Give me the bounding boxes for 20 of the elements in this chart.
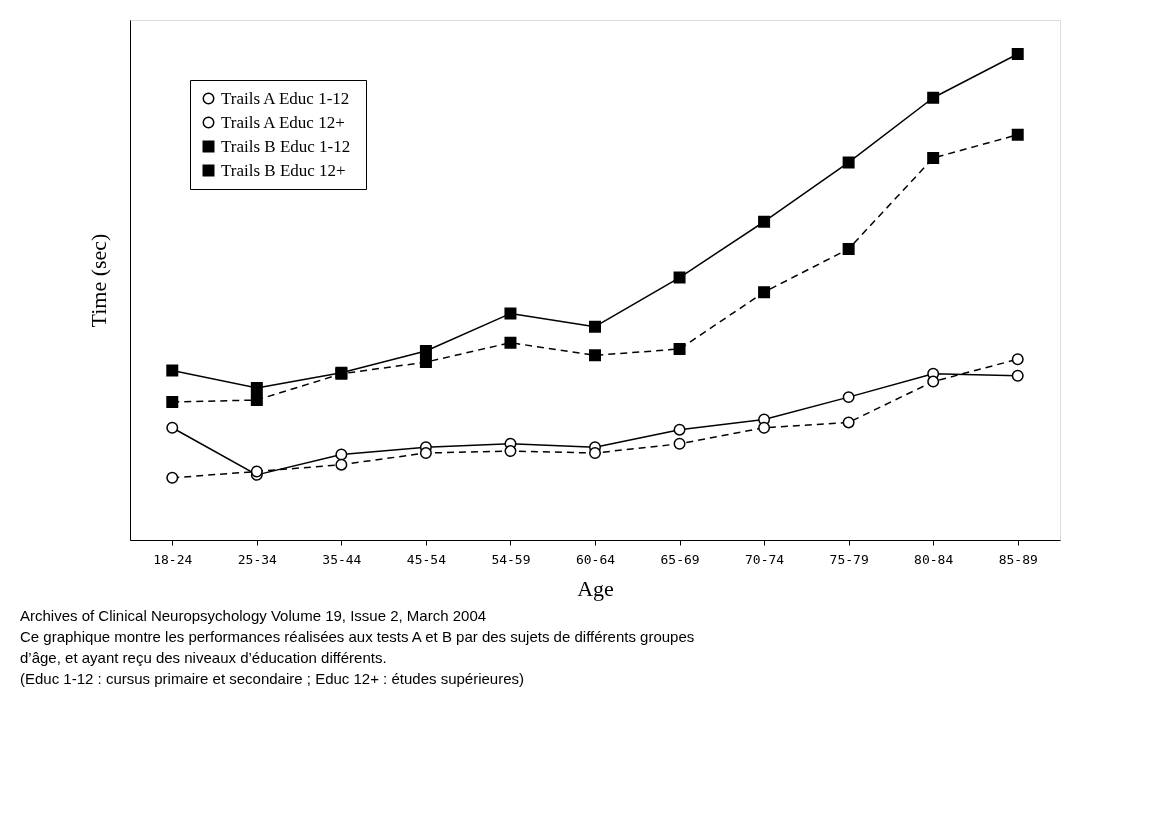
legend-label: Trails B Educ 12+: [221, 160, 346, 180]
text: Archives of Clinical Neuropsychology Volume 19, Issue 2, March 2004: [20, 607, 487, 624]
x-tick-label: 35-44: [322, 551, 362, 567]
x-tick-label: 65-69: [660, 551, 700, 567]
x-tick-label: 54-59: [491, 551, 531, 567]
x-axis-title: Age: [577, 575, 614, 601]
x-tick-label: 70-74: [745, 551, 785, 567]
x-tick-label: 85-89: [998, 551, 1038, 567]
x-tick-label: 18-24: [153, 551, 193, 567]
legend-label: Trails A Educ 1-12: [221, 88, 350, 108]
x-tick-label: 80-84: [914, 551, 954, 567]
x-tick-label: 60-64: [575, 551, 616, 567]
text: Ce graphique montre les performances réalisées aux tests A et B par des sujets de différents groupes d’âge, et ayant reçu des niveaux d’éducation différents.: [20, 628, 695, 666]
x-tick-label: 45-54: [406, 551, 447, 567]
legend-label: Trails A Educ 12+: [221, 112, 345, 132]
x-tick-label: 75-79: [829, 551, 869, 567]
x-tick-label: 25-34: [237, 551, 278, 567]
legend-label: Trails B Educ 1-12: [221, 136, 351, 156]
y-axis-title: Time (sec): [85, 233, 111, 328]
text: (Educ 1-12 : cursus primaire et secondaire ; Educ 12+ : études supérieures): [20, 670, 525, 687]
